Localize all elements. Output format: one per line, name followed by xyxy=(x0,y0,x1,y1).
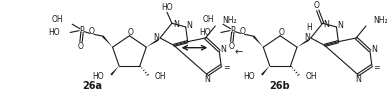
Text: N: N xyxy=(187,21,192,30)
Text: N: N xyxy=(205,75,211,84)
Text: P: P xyxy=(80,26,84,35)
Text: NH₂: NH₂ xyxy=(222,16,237,25)
Polygon shape xyxy=(110,66,119,76)
Text: =: = xyxy=(223,63,229,72)
Polygon shape xyxy=(297,39,309,47)
Text: N: N xyxy=(338,21,343,30)
Text: H: H xyxy=(306,23,312,32)
Text: O: O xyxy=(240,27,245,36)
Polygon shape xyxy=(146,39,159,47)
Text: OH: OH xyxy=(202,15,214,24)
Text: HO: HO xyxy=(200,28,211,37)
Text: O: O xyxy=(229,42,235,51)
Text: NH₂: NH₂ xyxy=(373,16,387,25)
Text: O: O xyxy=(89,27,95,36)
Text: N: N xyxy=(371,45,377,54)
Text: N: N xyxy=(220,45,226,54)
Text: N: N xyxy=(355,75,361,84)
Polygon shape xyxy=(261,66,270,76)
Text: N: N xyxy=(173,20,179,29)
Text: 26b: 26b xyxy=(269,81,290,91)
Text: OH: OH xyxy=(52,15,64,24)
Text: HO: HO xyxy=(93,72,104,81)
Text: P: P xyxy=(230,26,235,35)
Polygon shape xyxy=(102,36,113,47)
Text: O: O xyxy=(78,42,84,51)
Text: O: O xyxy=(127,28,133,37)
Text: OH: OH xyxy=(154,72,166,81)
Text: O: O xyxy=(314,1,319,10)
Text: N: N xyxy=(324,20,330,29)
Text: 26a: 26a xyxy=(82,81,102,91)
Text: ←: ← xyxy=(235,48,243,58)
Polygon shape xyxy=(252,36,263,47)
Text: O: O xyxy=(278,28,284,37)
Text: HO: HO xyxy=(161,3,173,12)
Text: =: = xyxy=(374,63,380,72)
Text: N: N xyxy=(153,34,159,43)
Text: N: N xyxy=(304,34,310,43)
Text: HO: HO xyxy=(49,28,60,37)
Text: OH: OH xyxy=(305,72,317,81)
Text: HO: HO xyxy=(243,72,255,81)
